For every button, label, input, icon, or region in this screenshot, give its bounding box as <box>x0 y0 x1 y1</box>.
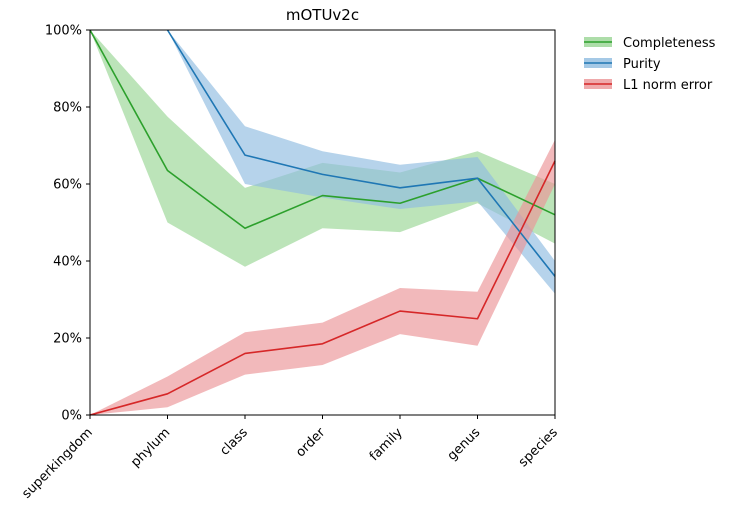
y-tick-label: 60% <box>53 178 82 193</box>
y-tick-label: 80% <box>53 101 82 116</box>
x-tick-label: order <box>293 425 329 461</box>
purity-line <box>166 29 556 277</box>
x-tick-label: class <box>217 425 251 459</box>
legend-item-purity: Purity <box>584 57 661 72</box>
purity-band <box>167 30 555 294</box>
y-tick-label: 20% <box>53 332 82 347</box>
series-lines <box>89 29 556 416</box>
legend-item-l1-norm-error: L1 norm error <box>584 78 713 93</box>
y-tick-label: 0% <box>61 409 82 424</box>
confidence-bands <box>90 30 555 415</box>
x-tick-label: superkingdom <box>19 425 95 501</box>
y-tick-label: 40% <box>53 255 82 270</box>
l1-norm-error-band <box>90 139 555 415</box>
legend: Completeness Purity L1 norm error <box>584 36 716 93</box>
chart-title: mOTUv2c <box>286 6 359 24</box>
y-tick-label: 100% <box>45 24 82 39</box>
y-axis: 0% 20% 40% 60% 80% 100% <box>45 24 90 424</box>
x-axis: superkingdom phylum class order family genus s… <box>19 415 561 502</box>
completeness-band <box>90 30 555 267</box>
x-tick-label: genus <box>445 425 484 464</box>
x-tick-label: phylum <box>128 425 173 470</box>
legend-item-completeness: Completeness <box>584 36 716 51</box>
x-tick-label: species <box>516 425 561 470</box>
x-tick-label: family <box>367 425 406 464</box>
legend-label: Completeness <box>623 36 716 51</box>
legend-label: L1 norm error <box>623 78 713 93</box>
legend-label: Purity <box>623 57 661 72</box>
l1-norm-error-line <box>89 160 556 416</box>
